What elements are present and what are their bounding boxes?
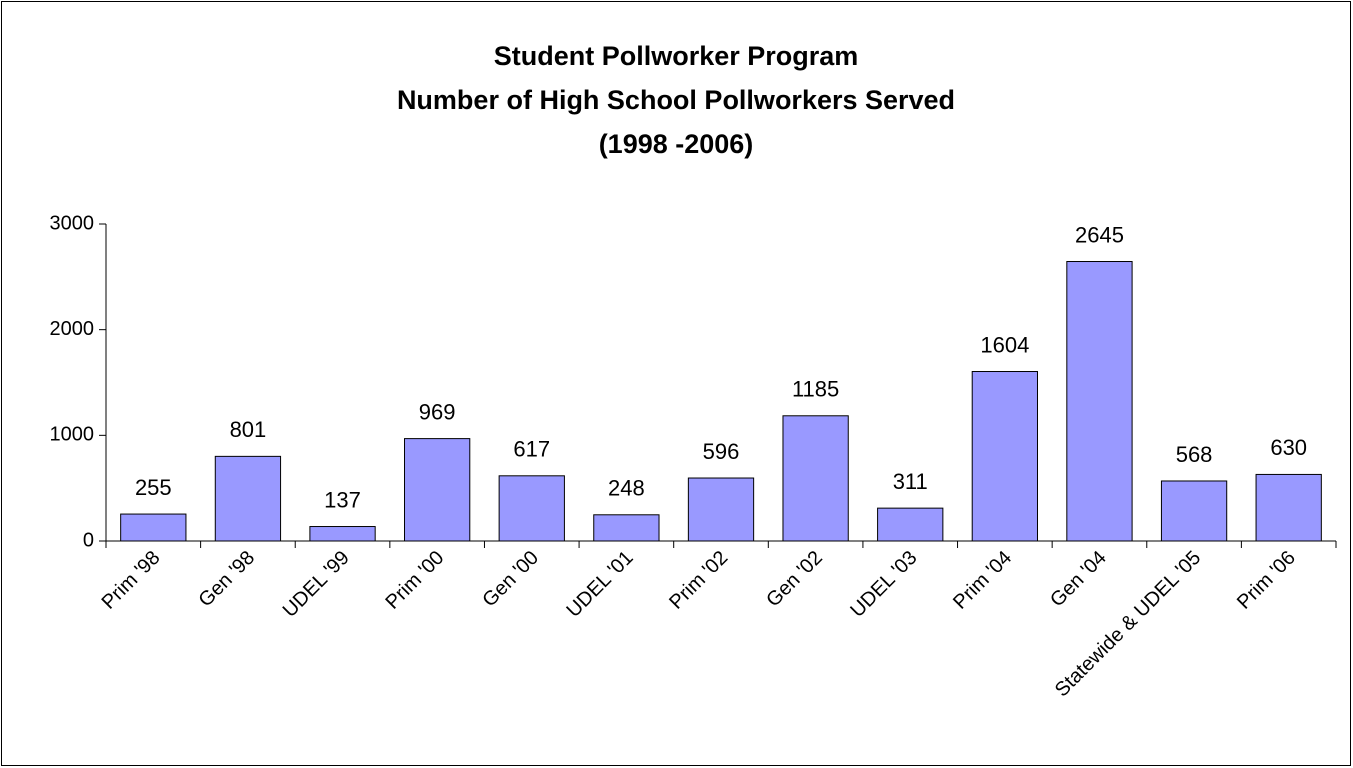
y-tick-label: 0: [83, 529, 94, 551]
data-label: 617: [513, 437, 550, 462]
chart-title: Number of High School Pollworkers Served: [397, 85, 955, 115]
bar: [1255, 473, 1322, 542]
data-label: 248: [608, 476, 645, 501]
bar: [498, 475, 565, 542]
bar: [877, 507, 944, 542]
bar: [120, 513, 187, 542]
bar: [404, 438, 471, 542]
bar: [687, 477, 755, 542]
data-label: 630: [1270, 435, 1307, 460]
data-label: 801: [230, 417, 267, 442]
chart-title: (1998 -2006): [599, 129, 754, 159]
chart-title: Student Pollworker Program: [494, 41, 859, 71]
data-label: 2645: [1075, 222, 1124, 247]
bar: [214, 455, 282, 542]
y-tick-label: 1000: [50, 424, 95, 446]
data-label: 311: [893, 469, 928, 494]
bar: [593, 514, 660, 542]
y-tick-label: 3000: [50, 212, 95, 234]
data-label: 137: [324, 487, 361, 512]
bar: [782, 415, 849, 542]
bar: [309, 526, 376, 542]
data-label: 596: [703, 439, 740, 464]
data-label: 1185: [792, 377, 839, 402]
bar: [1066, 261, 1133, 542]
data-label: 969: [419, 399, 456, 424]
bar: [1160, 480, 1228, 542]
data-label: 1604: [980, 332, 1029, 357]
data-label: 568: [1176, 442, 1213, 467]
bar: [971, 371, 1038, 542]
data-label: 255: [135, 475, 172, 500]
y-tick-label: 2000: [50, 318, 95, 340]
